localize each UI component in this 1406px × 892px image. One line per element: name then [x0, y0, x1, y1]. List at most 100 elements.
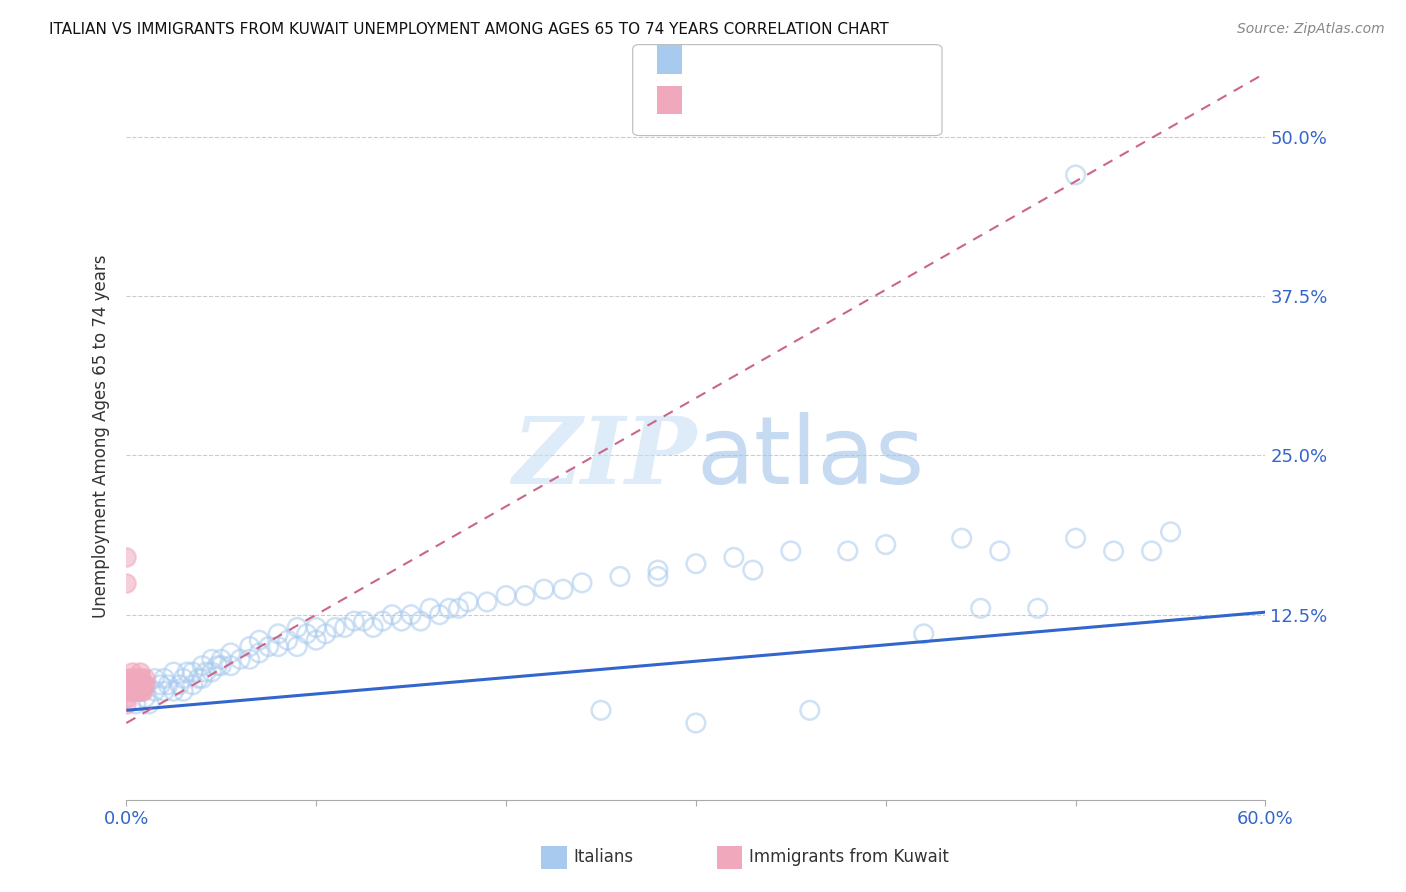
Point [195, 665, 218, 679]
Point [115, 684, 138, 698]
Point [209, 658, 232, 673]
Point [125, 678, 148, 692]
Point [115, 697, 138, 711]
Point [219, 646, 242, 660]
Point [723, 550, 745, 565]
Point [305, 633, 328, 648]
Point [121, 678, 143, 692]
Point [333, 620, 356, 634]
Point [239, 640, 262, 654]
Point [912, 627, 935, 641]
Point [1064, 168, 1087, 182]
Point [187, 672, 209, 686]
Point [685, 557, 707, 571]
Point [115, 678, 138, 692]
Point [121, 665, 143, 679]
Point [551, 582, 574, 597]
Point [134, 690, 156, 705]
Point [988, 544, 1011, 558]
Point [315, 627, 337, 641]
Point [970, 601, 993, 615]
Point [229, 652, 252, 666]
Text: ITALIAN VS IMMIGRANTS FROM KUWAIT UNEMPLOYMENT AMONG AGES 65 TO 74 YEARS CORRELA: ITALIAN VS IMMIGRANTS FROM KUWAIT UNEMPL… [49, 22, 889, 37]
Point [741, 563, 763, 577]
Point [219, 658, 242, 673]
Point [647, 563, 669, 577]
Point [134, 672, 156, 686]
Point [799, 703, 821, 717]
Point [950, 531, 973, 545]
Point [125, 697, 148, 711]
Point [115, 672, 138, 686]
Point [134, 678, 156, 692]
Point [153, 684, 176, 698]
Point [122, 684, 145, 698]
Point [163, 665, 186, 679]
Point [172, 672, 194, 686]
Point [143, 684, 166, 698]
Point [589, 703, 612, 717]
Point [409, 614, 432, 628]
Point [131, 684, 153, 698]
Point [132, 678, 155, 692]
Point [127, 684, 149, 698]
Point [134, 678, 156, 692]
Text: Source: ZipAtlas.com: Source: ZipAtlas.com [1237, 22, 1385, 37]
Point [361, 620, 384, 634]
Point [513, 589, 536, 603]
Point [647, 569, 669, 583]
Point [131, 684, 153, 698]
Point [1160, 524, 1182, 539]
Text: N =: N = [799, 60, 851, 78]
Point [447, 601, 470, 615]
Point [1102, 544, 1125, 558]
Point [247, 633, 270, 648]
Point [571, 575, 593, 590]
Text: R =: R = [693, 60, 733, 78]
Point [429, 607, 451, 622]
Text: 27: 27 [844, 100, 869, 118]
Point [122, 672, 145, 686]
Point [437, 601, 460, 615]
Point [115, 684, 138, 698]
Point [267, 640, 290, 654]
Point [1140, 544, 1163, 558]
Point [267, 627, 290, 641]
Point [533, 582, 555, 597]
Text: ZIP: ZIP [512, 413, 696, 503]
Point [128, 665, 150, 679]
Point [305, 620, 328, 634]
Point [169, 678, 191, 692]
Point [419, 601, 441, 615]
Point [143, 672, 166, 686]
Text: N =: N = [799, 100, 851, 118]
Text: Immigrants from Kuwait: Immigrants from Kuwait [749, 848, 949, 866]
Point [201, 665, 224, 679]
Point [131, 672, 153, 686]
Point [381, 607, 404, 622]
Point [120, 672, 142, 686]
Text: 0.325: 0.325 [738, 100, 794, 118]
Text: 0.359: 0.359 [738, 60, 794, 78]
Point [247, 646, 270, 660]
Point [399, 607, 422, 622]
Point [779, 544, 801, 558]
Point [285, 620, 308, 634]
Point [323, 620, 346, 634]
Point [391, 614, 413, 628]
Point [127, 672, 149, 686]
Point [837, 544, 859, 558]
Point [343, 614, 366, 628]
Point [132, 684, 155, 698]
Point [1064, 531, 1087, 545]
Point [191, 658, 214, 673]
Point [157, 678, 180, 692]
Point [239, 652, 262, 666]
Point [457, 595, 479, 609]
Point [685, 716, 707, 731]
Point [149, 678, 172, 692]
Point [138, 697, 160, 711]
Text: R =: R = [693, 100, 733, 118]
Point [128, 678, 150, 692]
Point [209, 652, 232, 666]
